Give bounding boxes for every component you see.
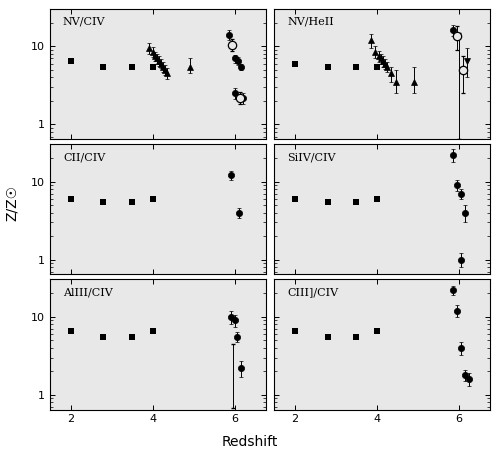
Point bbox=[324, 198, 332, 205]
Point bbox=[66, 328, 74, 335]
Point bbox=[100, 333, 108, 341]
Point bbox=[291, 195, 299, 203]
Text: Z/Z☉: Z/Z☉ bbox=[5, 184, 19, 220]
Text: AlIII/CIV: AlIII/CIV bbox=[63, 287, 112, 297]
Point bbox=[100, 198, 108, 205]
Text: CIII]/CIV: CIII]/CIV bbox=[288, 287, 339, 297]
Text: NV/HeII: NV/HeII bbox=[288, 17, 334, 27]
Point bbox=[324, 63, 332, 70]
Point bbox=[352, 333, 360, 341]
Point bbox=[291, 328, 299, 335]
Point bbox=[66, 195, 74, 203]
Text: Redshift: Redshift bbox=[222, 435, 278, 449]
Point bbox=[148, 328, 156, 335]
Point bbox=[373, 63, 381, 70]
Text: NV/CIV: NV/CIV bbox=[63, 17, 106, 27]
Point bbox=[148, 195, 156, 203]
Point bbox=[373, 195, 381, 203]
Text: SiIV/CIV: SiIV/CIV bbox=[288, 152, 336, 162]
Point bbox=[291, 60, 299, 67]
Point bbox=[324, 333, 332, 341]
Point bbox=[373, 328, 381, 335]
Point bbox=[148, 63, 156, 70]
Point bbox=[128, 198, 136, 205]
Point bbox=[352, 198, 360, 205]
Point bbox=[128, 333, 136, 341]
Text: CII/CIV: CII/CIV bbox=[63, 152, 105, 162]
Point bbox=[66, 57, 74, 64]
Point bbox=[128, 63, 136, 70]
Point bbox=[352, 63, 360, 70]
Point bbox=[100, 63, 108, 70]
